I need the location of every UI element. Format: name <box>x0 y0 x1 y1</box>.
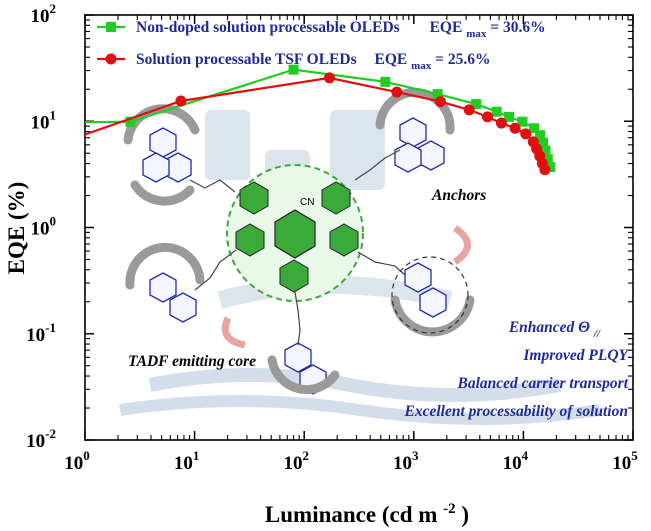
series-1 <box>84 72 551 176</box>
feature-enhanced-sub: // <box>593 328 601 340</box>
feature-plqy: Improved PLQY <box>522 347 629 364</box>
x-tick-label: 100 <box>64 448 90 474</box>
x-axis-title-end: ) <box>461 502 469 527</box>
data-point <box>539 164 551 176</box>
data-point <box>495 117 507 129</box>
annotation-anchors: Anchors <box>431 187 486 204</box>
data-point <box>391 86 403 98</box>
x-axis-title-sup: -2 <box>443 501 456 517</box>
x-tick-label: 101 <box>174 448 200 474</box>
x-axis-title-main: Luminance (cd m <box>265 502 438 527</box>
y-tick-label: 10-2 <box>26 426 56 452</box>
legend-sub-tsf: max <box>411 60 432 72</box>
svg-text:Enhanced Θ //: Enhanced Θ // <box>508 319 601 340</box>
feature-enhanced: Enhanced Θ <box>508 319 590 336</box>
data-point <box>535 130 546 141</box>
data-point <box>504 111 515 122</box>
feature-processability: Excellent processability of solution <box>404 403 628 420</box>
feature-list: Enhanced Θ // Improved PLQY Balanced car… <box>404 319 630 420</box>
feature-transport: Balanced carrier transport <box>456 375 628 392</box>
legend-entry-nondoped: Non-doped solution processable OLEDs EQE… <box>97 19 546 41</box>
legend-value-nondoped: = 30.6% <box>490 19 545 36</box>
data-point <box>380 76 391 87</box>
data-point <box>520 128 532 140</box>
data-point <box>175 95 187 107</box>
legend-eqe-tsf: EQE <box>375 51 408 68</box>
data-point <box>491 106 502 117</box>
data-point <box>540 145 551 156</box>
data-point <box>509 122 521 134</box>
legend-label-nondoped: Non-doped solution processable OLEDs <box>136 19 400 36</box>
y-tick-label: 102 <box>31 1 57 27</box>
legend-value-tsf: = 25.6% <box>435 51 490 68</box>
data-point <box>434 96 446 108</box>
core-benzene-ring <box>274 209 316 259</box>
background-watermark <box>119 110 601 425</box>
x-axis-title: Luminance (cd m -2 ) <box>265 493 469 527</box>
series-0 <box>84 64 556 173</box>
axes: 100 101 102 103 104 105 10-2 10-1 100 101 102 <box>26 1 638 474</box>
data-point <box>545 162 556 173</box>
x-tick-label: 104 <box>503 448 529 474</box>
data-point <box>542 154 553 165</box>
data-point <box>125 116 136 127</box>
legend-label-tsf: Solution processable TSF OLEDs <box>136 51 357 68</box>
x-tick-label: 103 <box>393 448 419 474</box>
data-point <box>517 116 528 127</box>
data-point <box>463 104 475 116</box>
svg-text:Non-doped solution processable: Non-doped solution processable OLEDs EQE… <box>136 19 546 41</box>
annotation-core: TADF emitting core <box>128 353 256 370</box>
x-tick-label: 102 <box>283 448 309 474</box>
svg-text:Solution processable TSF OLED: Solution processable TSF OLEDs EQE max =… <box>136 51 491 73</box>
cn-label: CN <box>300 197 314 208</box>
y-tick-label: 101 <box>31 107 57 133</box>
data-point <box>471 99 482 110</box>
data-point <box>481 111 493 123</box>
legend-entry-tsf: Solution processable TSF OLEDs EQE max =… <box>97 51 491 73</box>
data-point <box>538 137 549 148</box>
data-point <box>529 123 540 134</box>
molecule-illustration: CN <box>123 87 475 395</box>
legend: Non-doped solution processable OLEDs EQE… <box>97 19 546 73</box>
y-tick-label: 10-1 <box>26 320 56 346</box>
y-tick-label: 100 <box>31 214 57 240</box>
legend-eqe-nondoped: EQE <box>430 19 463 36</box>
series-layer <box>84 64 556 176</box>
x-tick-label: 105 <box>612 448 638 474</box>
data-point <box>323 72 335 84</box>
data-point <box>432 89 443 100</box>
legend-sub-nondoped: max <box>466 28 487 40</box>
data-point <box>288 64 299 75</box>
y-axis-title: EQE (%) <box>4 182 29 275</box>
